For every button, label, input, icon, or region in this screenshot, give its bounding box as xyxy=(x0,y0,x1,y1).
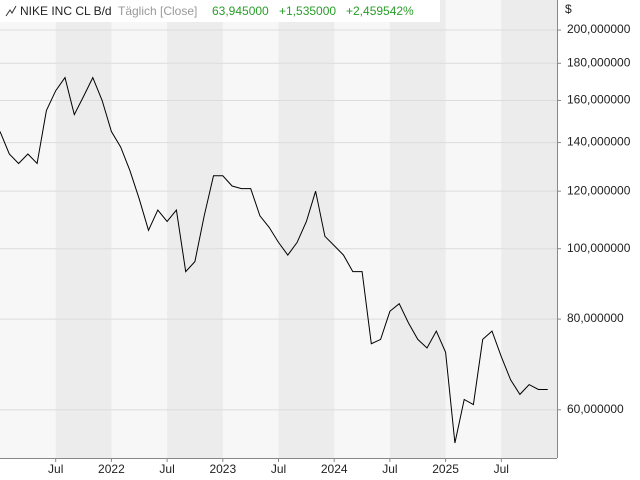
x-tick-label: 2022 xyxy=(98,462,125,476)
band xyxy=(389,0,446,458)
price-line xyxy=(0,76,548,444)
y-tick-label: 160,000000 xyxy=(567,93,631,107)
x-tick-label: 2023 xyxy=(209,462,236,476)
last: 63,945000 xyxy=(212,4,269,18)
y-tick-label: 140,000000 xyxy=(567,135,631,149)
y-tick-label: 80,000000 xyxy=(567,311,624,325)
bands xyxy=(55,0,557,458)
change: +1,535000 xyxy=(279,4,336,18)
y-tick-label: 120,000000 xyxy=(567,183,631,197)
x-tick-label: 2025 xyxy=(432,462,459,476)
x-tick-label: Jul xyxy=(382,462,397,476)
x-tick-label: Jul xyxy=(271,462,286,476)
period: Täglich [Close] xyxy=(118,4,197,18)
band xyxy=(55,0,112,458)
y-tick-label: 180,000000 xyxy=(567,55,631,69)
y-unit: $ xyxy=(565,2,572,16)
main: 60,000000 80,000000 100,000000 120,000000 14… xyxy=(0,22,631,476)
x-tick-label: Jul xyxy=(159,462,174,476)
instrument: NIKE INC CL B/d xyxy=(20,4,112,18)
change-pct: +2,459542% xyxy=(346,4,414,18)
x-tick-label: Jul xyxy=(494,462,509,476)
band xyxy=(278,0,335,458)
x-tick-label: Jul xyxy=(48,462,63,476)
y-tick-label: 200,000000 xyxy=(567,22,631,36)
y-tick-label: 60,000000 xyxy=(567,402,624,416)
band xyxy=(501,0,557,458)
y-tick-label: 100,000000 xyxy=(567,241,631,255)
x-tick-label: 2024 xyxy=(321,462,348,476)
band xyxy=(167,0,223,458)
header-bg xyxy=(0,0,440,22)
chart-icon xyxy=(5,5,17,17)
